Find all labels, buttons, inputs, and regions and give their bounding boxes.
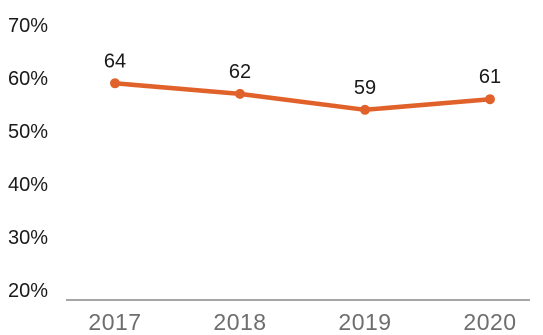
- series-line: [112, 81, 493, 113]
- data-points: [110, 78, 495, 115]
- y-tick-label-5: 20%: [8, 280, 48, 302]
- y-tick-label-4: 30%: [8, 227, 48, 249]
- x-tick-label-2017: 2017: [88, 309, 141, 335]
- data-label-2020: 61: [479, 66, 501, 88]
- y-tick-label-2: 50%: [8, 121, 48, 143]
- data-point-2020: [485, 94, 495, 105]
- data-labels: 64 62 59 61: [104, 50, 501, 99]
- data-label-2018: 62: [229, 61, 251, 83]
- x-axis-ticks: 2017 2018 2019 2020: [88, 309, 516, 335]
- data-label-2017: 64: [104, 50, 126, 72]
- x-tick-label-2018: 2018: [213, 309, 266, 335]
- y-tick-label-1: 60%: [8, 68, 48, 90]
- y-tick-label-3: 40%: [8, 174, 48, 196]
- x-tick-label-2020: 2020: [463, 309, 516, 335]
- data-point-2018: [235, 88, 245, 99]
- y-axis-ticks: 70% 60% 50% 40% 30% 20%: [8, 15, 48, 302]
- data-point-2019: [360, 104, 370, 115]
- data-point-2017: [110, 78, 120, 89]
- y-tick-label-0: 70%: [8, 15, 48, 37]
- x-tick-label-2019: 2019: [338, 309, 391, 335]
- data-label-2019: 59: [354, 77, 376, 99]
